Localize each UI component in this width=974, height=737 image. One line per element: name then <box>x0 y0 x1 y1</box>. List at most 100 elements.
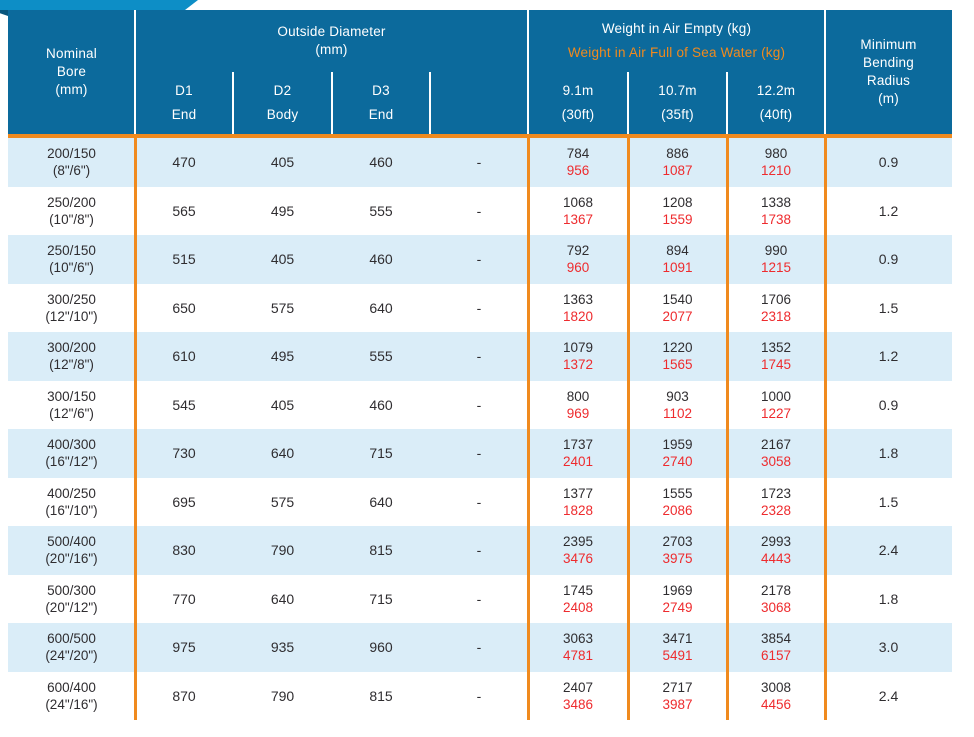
d2-value: 575 <box>270 299 295 316</box>
weight-cell-10-7m: 1220 1565 <box>628 339 727 373</box>
d2-value: 575 <box>270 493 295 510</box>
weight-full-value: 960 <box>566 260 590 276</box>
d4-value: - <box>476 639 482 656</box>
column-rule <box>526 138 530 720</box>
d1-value: 470 <box>172 154 196 171</box>
d1-value: 695 <box>172 493 196 510</box>
hose-spec-table: Nominal Bore (mm) Outside Diameter (mm) … <box>8 10 952 720</box>
weight-full-value: 2749 <box>662 599 693 615</box>
bore-inches: (20"/12") <box>45 599 98 615</box>
table-row: 400/300 (16"/12") 730 640 715-1737 2401 1959 27… <box>8 429 952 478</box>
weight-full-value: 2077 <box>662 308 693 324</box>
bending-radius-value: 1.5 <box>878 299 899 316</box>
bore-inches: (12"/8") <box>49 357 94 373</box>
weight-empty-value: 1000 <box>760 388 792 404</box>
weight-cell-9-1m: 1745 2408 <box>528 582 628 616</box>
weight-empty-value: 980 <box>764 146 788 162</box>
bending-radius-value: 1.8 <box>878 445 899 462</box>
column-rule <box>133 138 137 720</box>
column-rule <box>626 138 630 720</box>
header-text: Outside Diameter <box>277 24 386 39</box>
bore-inches: (24"/20") <box>45 648 98 664</box>
weight-full-value: 2318 <box>760 308 792 324</box>
weight-empty-value: 894 <box>666 243 689 259</box>
weight-empty-value: 1208 <box>662 194 693 210</box>
weight-cell-12-2m: 980 1210 <box>727 145 825 179</box>
weight-cell-10-7m: 1969 2749 <box>628 582 727 616</box>
header-text: Minimum <box>860 37 917 52</box>
weight-full-value: 1820 <box>562 308 594 324</box>
table-row: 250/200 (10"/8") 565 495 555-1068 1367 1208 155… <box>8 187 952 236</box>
weight-full-value: 956 <box>566 163 590 179</box>
nominal-bore-cell: 250/150 (10"/6") <box>8 242 135 276</box>
nominal-bore-cell: 300/150 (12"/6") <box>8 388 135 422</box>
header-divider <box>429 72 431 134</box>
weight-full-value: 3987 <box>662 696 693 712</box>
d4-value: - <box>476 445 482 462</box>
weight-full-value: 1372 <box>562 357 594 373</box>
weight-full-value: 1559 <box>662 211 693 227</box>
weight-full-value: 4456 <box>760 696 792 712</box>
weight-full-value: 2401 <box>562 454 594 470</box>
weight-cell-9-1m: 2395 3476 <box>528 533 628 567</box>
weight-cell-12-2m: 1723 2328 <box>727 485 825 519</box>
bending-radius-value: 0.9 <box>878 396 899 413</box>
weight-empty-value: 3063 <box>562 631 594 647</box>
bending-radius-value: 2.4 <box>878 687 899 704</box>
weight-empty-value: 1706 <box>760 291 792 307</box>
header-subcol-empty <box>430 72 528 134</box>
header-subcol-9-1m: 9.1m (30ft) <box>528 72 628 134</box>
table-row: 600/400 (24"/16") 870 790 815-2407 3486 2717 39… <box>8 672 952 721</box>
bore-size: 500/300 <box>47 582 96 598</box>
weight-full-value: 1215 <box>760 260 792 276</box>
weight-cell-9-1m: 1363 1820 <box>528 291 628 325</box>
d4-value: - <box>476 348 482 365</box>
weight-cell-9-1m: 3063 4781 <box>528 630 628 664</box>
weight-empty-value: 2717 <box>662 679 693 695</box>
d4-value: - <box>476 542 482 559</box>
weight-cell-12-2m: 1338 1738 <box>727 194 825 228</box>
bending-radius-value: 1.5 <box>878 493 899 510</box>
weight-full-value: 2086 <box>662 502 693 518</box>
weight-cell-9-1m: 1079 1372 <box>528 339 628 373</box>
table-row: 200/150 (8"/6") 470 405 460-784 956 886 1087 980… <box>8 138 952 187</box>
weight-empty-value: 1745 <box>562 582 594 598</box>
weight-empty-value: 2178 <box>760 582 792 598</box>
table-row: 300/250 (12"/10") 650 575 640-1363 1820 1540 20… <box>8 284 952 333</box>
weight-cell-12-2m: 990 1215 <box>727 242 825 276</box>
nominal-bore-cell: 600/400 (24"/16") <box>8 679 135 713</box>
weight-empty-value: 1079 <box>562 340 594 356</box>
header-text: D1 <box>175 83 193 98</box>
header-text: (m) <box>878 91 899 106</box>
weight-empty-value: 990 <box>764 243 788 259</box>
weight-full-value: 1828 <box>562 502 594 518</box>
bore-size: 600/400 <box>47 679 96 695</box>
d1-value: 565 <box>172 202 196 219</box>
header-divider <box>331 72 333 134</box>
d4-value: - <box>476 251 482 268</box>
d3-value: 815 <box>369 542 393 559</box>
table-row: 600/500 (24"/20") 975 935 960-3063 4781 3471 54… <box>8 623 952 672</box>
bending-radius-value: 1.2 <box>878 348 899 365</box>
d4-value: - <box>476 590 482 607</box>
weight-cell-9-1m: 792 960 <box>528 242 628 276</box>
bore-size: 400/300 <box>47 437 96 453</box>
header-text: Nominal <box>46 46 97 61</box>
d4-value: - <box>476 687 482 704</box>
weight-cell-9-1m: 1737 2401 <box>528 436 628 470</box>
table-header: Nominal Bore (mm) Outside Diameter (mm) … <box>8 10 952 134</box>
header-divider <box>824 10 826 134</box>
bore-inches: (12"/10") <box>45 308 98 324</box>
weight-full-value: 5491 <box>662 648 693 664</box>
bore-size: 250/200 <box>47 194 96 210</box>
weight-cell-12-2m: 2178 3068 <box>727 582 825 616</box>
header-divider <box>134 10 136 134</box>
weight-full-value: 4781 <box>562 648 594 664</box>
bore-size: 500/400 <box>47 534 96 550</box>
header-subcol-d1: D1 End <box>135 72 233 134</box>
header-min-bending-radius: Minimum Bending Radius (m) <box>825 10 952 134</box>
bending-radius-value: 0.9 <box>878 251 899 268</box>
d1-value: 975 <box>172 639 196 656</box>
d1-value: 650 <box>172 299 196 316</box>
